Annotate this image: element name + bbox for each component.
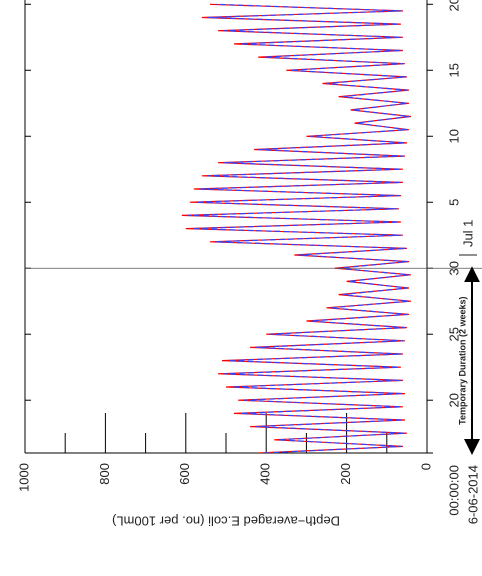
y-axis-label: Depth−averaged E.coli (no. per 100mL): [112, 514, 340, 529]
x-tick-label: 5: [446, 199, 461, 206]
duration-label: Temporary Duration (2 weeks): [457, 296, 467, 424]
series-group: [181, 3, 411, 453]
x-tick-label: 20: [446, 393, 461, 407]
y-tick-label: 400: [258, 463, 273, 485]
rotated-plot: 0 200 400 600 800 1000 Depth−averaged E.coli (…: [16, 0, 482, 529]
x-tick-label: 15: [446, 63, 461, 77]
series-line: [187, 3, 409, 453]
y-tick-label: 1000: [16, 463, 31, 492]
month-label: Jul 1: [460, 220, 475, 247]
x-tick-label: 10: [446, 129, 461, 143]
x-start-date: 6-06-2014: [465, 465, 480, 524]
y-tick-label: 200: [338, 463, 353, 485]
y-tick-label: 600: [177, 463, 192, 485]
x-tick-label: 20: [446, 0, 461, 12]
y-tick-label: 0: [418, 463, 433, 470]
series-line: [181, 3, 411, 453]
x-tick-label: 25: [446, 327, 461, 341]
x-tick-label: 00:00:00: [446, 465, 461, 516]
y-tick-label: 800: [97, 463, 112, 485]
